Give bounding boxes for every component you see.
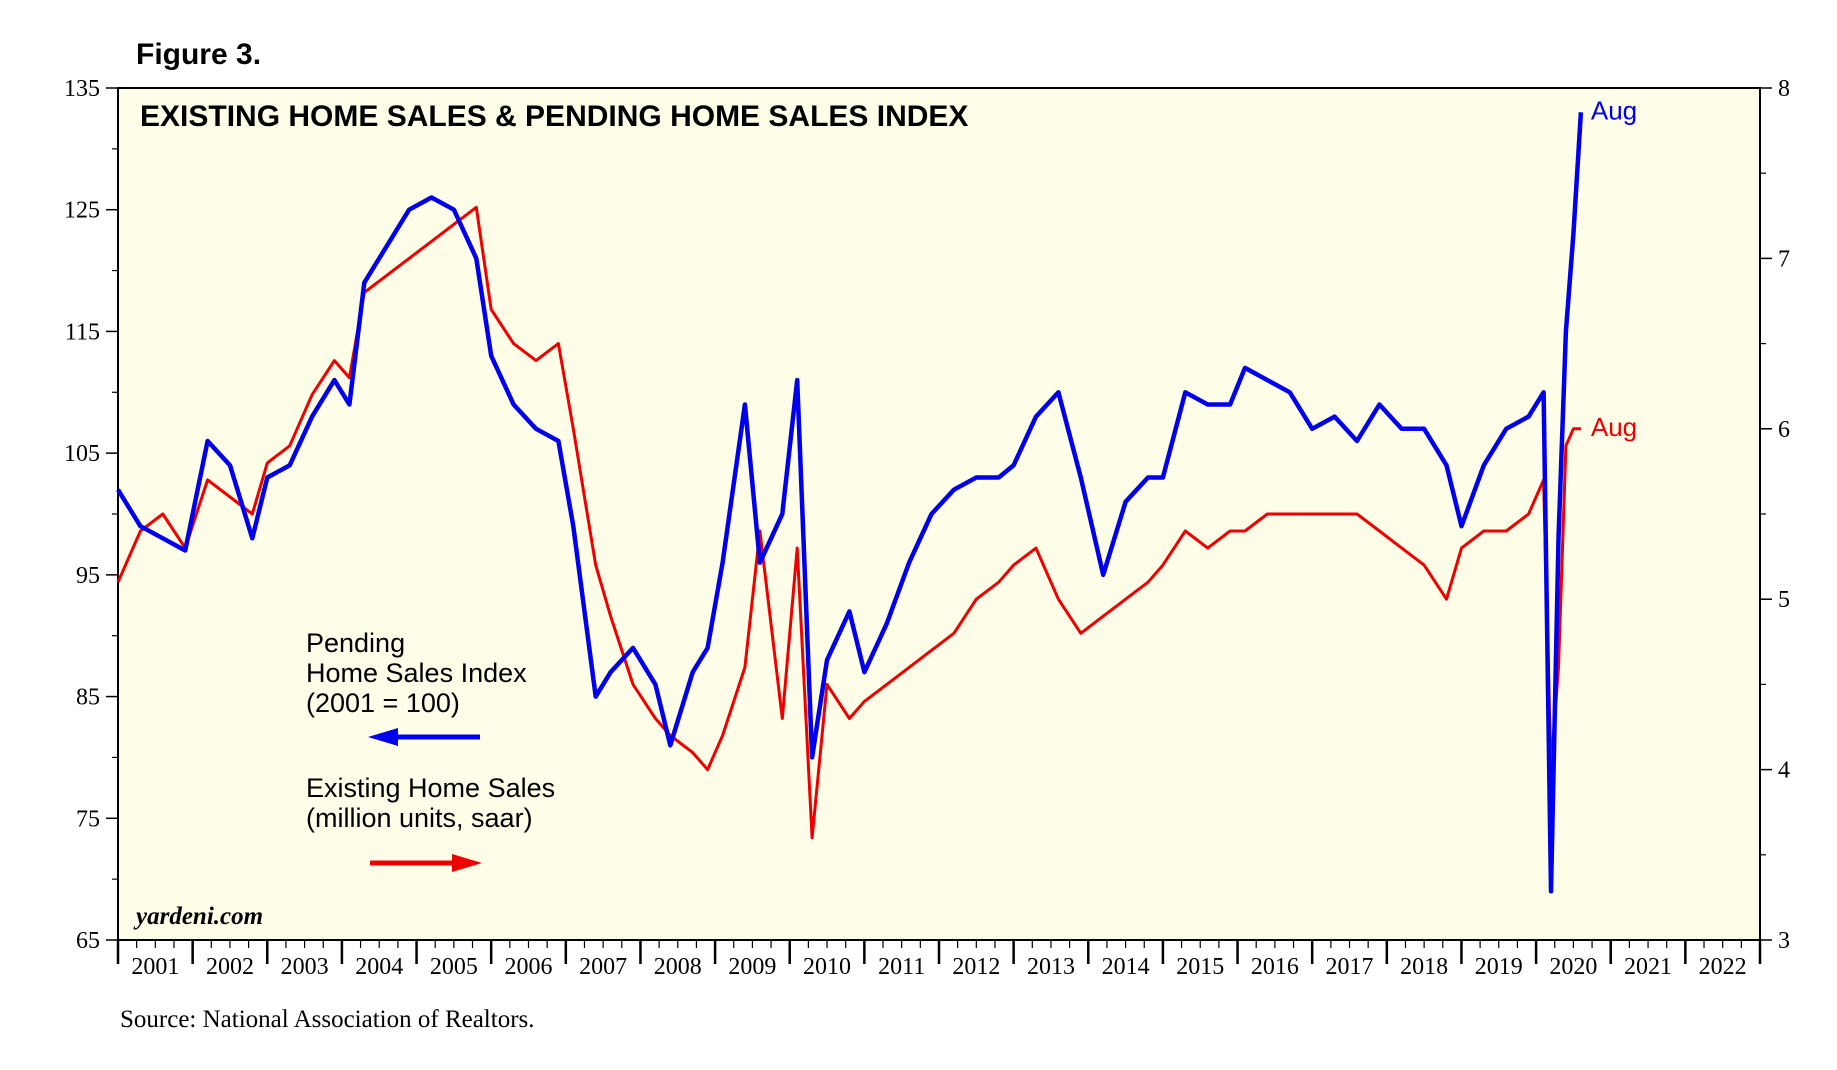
chart-title: EXISTING HOME SALES & PENDING HOME SALES… (140, 100, 968, 133)
watermark-yardeni: yardeni.com (133, 903, 263, 930)
left-y-axis: 65 75 85 95 105 115 125 135 (64, 76, 118, 954)
pending-home-sales-line (116, 112, 1584, 894)
year-label: 2019 (1475, 954, 1523, 980)
left-tick-label: 95 (76, 563, 100, 589)
year-label: 2002 (206, 954, 254, 980)
left-tick-label: 65 (76, 928, 100, 954)
legend-existing-arrow-head (452, 854, 482, 872)
legend-pending-arrow-head (368, 728, 398, 746)
legend-existing-text: Existing Home Sales (306, 773, 555, 803)
legend-existing-text: (million units, saar) (306, 803, 533, 833)
existing-home-sales-line (116, 205, 1581, 840)
left-tick-label: 75 (76, 806, 100, 832)
year-label: 2005 (430, 954, 478, 980)
year-label: 2009 (728, 954, 776, 980)
right-tick-label: 4 (1778, 758, 1790, 784)
year-label: 2016 (1251, 954, 1299, 980)
year-label: 2017 (1326, 954, 1374, 980)
year-label: 2021 (1624, 954, 1672, 980)
legend-pending-text: (2001 = 100) (306, 688, 460, 718)
right-tick-label: 5 (1778, 587, 1790, 613)
left-tick-label: 125 (64, 198, 100, 224)
left-tick-label: 85 (76, 685, 100, 711)
existing-end-label: Aug (1591, 412, 1637, 442)
legend-pending-text: Pending (306, 628, 405, 658)
left-tick-label: 135 (64, 76, 100, 102)
left-tick-label: 105 (64, 441, 100, 467)
source-note: Source: National Association of Realtors… (120, 1006, 535, 1033)
year-label: 2010 (803, 954, 851, 980)
right-y-axis: 3 4 5 6 7 8 (1760, 76, 1790, 954)
right-tick-label: 6 (1778, 417, 1790, 443)
year-label: 2011 (878, 954, 925, 980)
right-tick-label: 7 (1778, 246, 1790, 272)
year-label: 2008 (654, 954, 702, 980)
series-group: Aug Aug (116, 95, 1637, 894)
year-label: 2018 (1400, 954, 1448, 980)
left-tick-label: 115 (65, 319, 100, 345)
year-label: 2020 (1549, 954, 1597, 980)
figure-label: Figure 3. (136, 38, 262, 71)
plot-area (117, 87, 1761, 941)
right-tick-label: 8 (1778, 76, 1790, 102)
year-label: 2001 (131, 954, 179, 980)
x-axis: 2001 2002 2003 2004 2005 2006 2007 2008 2009 2010… (116, 940, 1762, 980)
year-label: 2003 (281, 954, 329, 980)
year-label: 2015 (1176, 954, 1224, 980)
legend-pending-text: Home Sales Index (306, 658, 527, 688)
year-label: 2012 (952, 954, 1000, 980)
year-label: 2004 (355, 954, 403, 980)
pending-end-label: Aug (1591, 95, 1637, 125)
year-label: 2006 (505, 954, 553, 980)
year-label: 2013 (1027, 954, 1075, 980)
year-label: 2022 (1699, 954, 1747, 980)
year-label: 2014 (1102, 954, 1150, 980)
right-tick-label: 3 (1778, 928, 1790, 954)
chart: EXISTING HOME SALES & PENDING HOME SALES… (64, 76, 1790, 980)
year-label: 2007 (579, 954, 627, 980)
